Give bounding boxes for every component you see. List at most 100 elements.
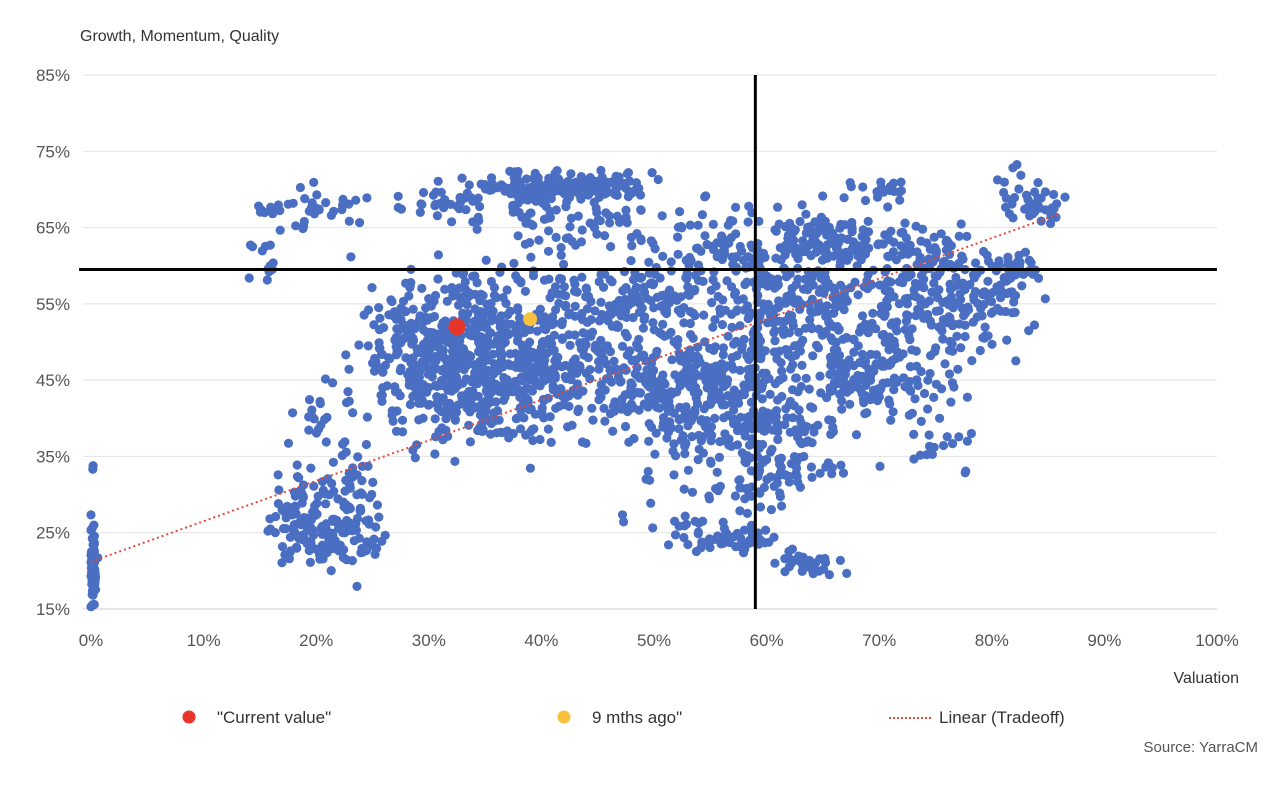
scatter-point <box>756 351 766 361</box>
scatter-point <box>788 321 798 331</box>
scatter-point <box>465 437 475 447</box>
scatter-point <box>929 392 939 402</box>
scatter-point <box>836 460 846 470</box>
scatter-point <box>706 458 716 468</box>
scatter-point <box>374 325 385 335</box>
scatter-point <box>475 410 485 420</box>
scatter-point <box>948 346 958 356</box>
scatter-point <box>565 308 575 318</box>
scatter-point <box>490 314 500 324</box>
scatter-point <box>1024 255 1034 265</box>
scatter-point <box>797 200 807 210</box>
scatter-point <box>960 331 970 342</box>
scatter-point <box>948 439 958 449</box>
scatter-point <box>520 239 530 249</box>
scatter-point <box>658 319 668 329</box>
scatter-point <box>354 533 364 543</box>
scatter-point <box>559 282 569 292</box>
scatter-point <box>468 196 478 206</box>
scatter-point <box>309 177 319 187</box>
scatter-point <box>816 284 826 294</box>
scatter-point <box>860 195 871 206</box>
scatter-point <box>507 387 518 397</box>
scatter-point <box>508 428 518 439</box>
scatter-point <box>791 457 802 467</box>
scatter-point <box>577 272 587 282</box>
scatter-point <box>277 558 287 568</box>
scatter-point <box>627 293 638 304</box>
scatter-point <box>849 246 859 256</box>
scatter-point <box>572 368 582 378</box>
scatter-point <box>769 532 779 542</box>
scatter-point <box>567 420 577 430</box>
scatter-point <box>489 282 499 293</box>
scatter-point <box>888 407 898 417</box>
scatter-point <box>744 490 754 500</box>
scatter-point <box>766 505 777 515</box>
scatter-point <box>593 183 603 193</box>
scatter-point <box>1017 281 1027 291</box>
scatter-point <box>283 438 294 448</box>
scatter-point <box>427 372 437 382</box>
scatter-point <box>317 545 327 556</box>
scatter-point <box>664 298 674 308</box>
scatter-point <box>765 389 775 399</box>
scatter-point <box>804 384 814 394</box>
scatter-point <box>669 470 679 480</box>
scatter-point <box>464 180 474 190</box>
scatter-point <box>855 357 865 368</box>
scatter-point <box>649 365 659 375</box>
scatter-point <box>724 434 734 444</box>
scatter-point <box>676 304 686 315</box>
scatter-point <box>851 430 862 440</box>
scatter-point <box>481 255 491 265</box>
scatter-point <box>999 177 1010 187</box>
scatter-point <box>954 432 964 442</box>
scatter-point <box>502 285 512 295</box>
scatter-point <box>651 428 661 438</box>
scatter-point <box>292 460 302 470</box>
scatter-point <box>621 306 631 316</box>
scatter-point <box>967 356 977 366</box>
scatter-point <box>755 440 765 450</box>
scatter-point <box>788 360 798 370</box>
scatter-point <box>314 204 324 214</box>
scatter-point <box>455 336 465 346</box>
scatter-point <box>634 183 644 193</box>
scatter-point <box>594 395 604 405</box>
x-tick-label: 0% <box>79 631 104 650</box>
legend-label: "Current value" <box>217 708 331 727</box>
scatter-point <box>693 455 703 465</box>
scatter-point <box>647 168 657 178</box>
scatter-point <box>521 216 532 226</box>
scatter-point <box>820 558 831 568</box>
scatter-point <box>321 499 331 509</box>
scatter-point <box>285 547 295 557</box>
scatter-point <box>807 472 817 482</box>
scatter-point <box>551 232 561 242</box>
scatter-point <box>479 317 489 327</box>
scatter-point <box>788 385 798 395</box>
scatter-point <box>787 283 797 293</box>
scatter-point <box>535 434 545 445</box>
scatter-point <box>581 283 591 293</box>
scatter-point <box>498 380 508 390</box>
scatter-point <box>871 324 881 334</box>
scatter-point <box>740 279 750 290</box>
scatter-point <box>338 439 348 449</box>
scatter-point <box>505 306 515 316</box>
scatter-point <box>634 405 644 415</box>
scatter-point <box>794 405 804 415</box>
scatter-point <box>835 555 846 566</box>
scatter-point <box>375 343 385 353</box>
scatter-point <box>762 454 772 465</box>
scatter-point <box>321 198 331 208</box>
scatter-point <box>653 174 663 185</box>
scatter-point <box>956 343 966 353</box>
scatter-point <box>600 231 610 241</box>
scatter-point <box>418 187 429 198</box>
scatter-point <box>910 394 920 404</box>
scatter-point <box>831 337 841 347</box>
scatter-point <box>607 321 617 331</box>
scatter-point <box>586 174 596 184</box>
